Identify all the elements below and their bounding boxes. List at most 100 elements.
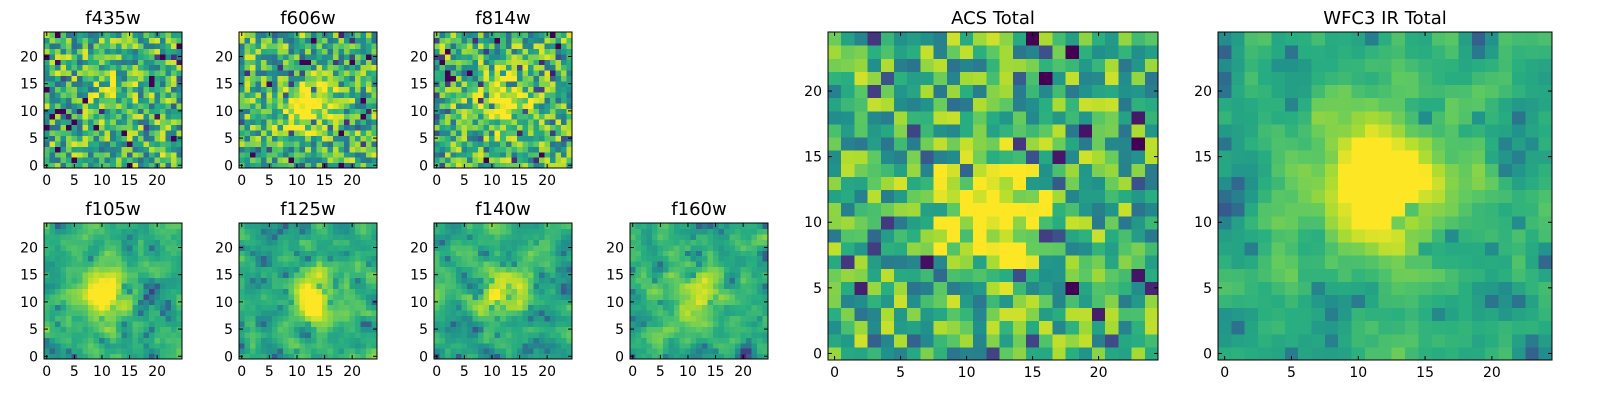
heatmap-cell <box>505 80 512 87</box>
heatmap-cell <box>126 288 133 295</box>
heatmap-cell <box>472 70 479 77</box>
heatmap-cell <box>652 266 659 273</box>
heatmap-cell <box>450 271 457 278</box>
heatmap-cell <box>555 288 562 295</box>
heatmap-cell <box>332 70 339 77</box>
heatmap-cell <box>555 342 562 349</box>
heatmap-cell <box>165 102 172 109</box>
heatmap-cell <box>332 151 339 158</box>
heatmap-cell <box>1144 294 1159 309</box>
heatmap-cell <box>294 108 301 115</box>
heatmap-cell <box>272 86 279 93</box>
heatmap-cell <box>148 48 155 55</box>
heatmap-cell <box>841 268 855 282</box>
heatmap-cell <box>121 293 128 300</box>
heatmap-cell <box>734 255 741 262</box>
heatmap-cell <box>360 32 367 39</box>
heatmap-cell <box>566 233 573 240</box>
heatmap-cell <box>338 64 345 71</box>
heatmap-cell <box>1065 215 1080 230</box>
heatmap-cell <box>867 215 882 230</box>
heatmap-cell <box>159 299 167 306</box>
heatmap-cell <box>288 293 295 300</box>
heatmap-cell <box>261 140 268 147</box>
heatmap-cell <box>143 342 150 349</box>
heatmap-cell <box>690 310 697 317</box>
heatmap-cell <box>55 48 62 55</box>
heatmap-cell <box>478 293 485 300</box>
heatmap-cell <box>165 337 172 344</box>
heatmap-cell <box>445 135 452 142</box>
heatmap-cell <box>93 250 100 257</box>
heatmap-cell <box>266 315 273 322</box>
heatmap-cell <box>165 91 172 98</box>
heatmap-cell <box>371 342 378 349</box>
heatmap-cell <box>560 271 568 278</box>
heatmap-cell <box>538 277 545 284</box>
heatmap-cell <box>690 293 697 300</box>
heatmap-cell <box>321 228 328 235</box>
heatmap-cell <box>762 348 769 355</box>
heatmap-cell <box>338 48 345 55</box>
heatmap-cell <box>707 266 714 273</box>
heatmap-cell <box>467 86 474 93</box>
heatmap-cell <box>255 304 262 311</box>
heatmap-cell <box>239 91 246 98</box>
heatmap-cell <box>544 233 551 240</box>
heatmap-cell <box>986 268 1001 282</box>
heatmap-cell <box>522 124 529 131</box>
heatmap-cell <box>1052 294 1067 309</box>
heatmap-cell <box>478 97 485 104</box>
heatmap-cell <box>494 80 501 87</box>
heatmap-cell <box>115 91 122 98</box>
heatmap-cell <box>261 32 268 39</box>
heatmap-cell <box>99 326 106 333</box>
heatmap-cell <box>305 146 312 153</box>
heatmap-cell <box>533 91 540 98</box>
heatmap-cell <box>143 37 150 44</box>
heatmap-cell <box>544 151 551 158</box>
heatmap-cell <box>332 299 339 306</box>
heatmap-cell <box>1078 215 1093 230</box>
heatmap-cell <box>343 48 350 55</box>
heatmap-cell <box>143 70 150 77</box>
heatmap-cell <box>478 342 485 349</box>
heatmap-cell <box>261 124 268 131</box>
heatmap-cell <box>99 97 106 104</box>
heatmap-cell <box>756 331 764 338</box>
heatmap-cell <box>244 80 251 87</box>
heatmap-cell <box>646 293 653 300</box>
heatmap-cell <box>641 326 648 333</box>
heatmap-cell <box>137 293 144 300</box>
heatmap-cell <box>663 250 670 257</box>
heatmap-cell <box>305 53 312 60</box>
heatmap-cell <box>1118 281 1133 295</box>
heatmap-cell <box>854 294 869 309</box>
heatmap-cell <box>239 97 246 104</box>
heatmap-cell <box>60 37 67 44</box>
heatmap-cell <box>365 310 373 317</box>
heatmap-cell <box>332 277 339 284</box>
heatmap-cell <box>1118 268 1133 282</box>
heatmap-cell <box>126 108 133 115</box>
heatmap-cell <box>511 53 518 60</box>
heatmap-cell <box>566 86 573 93</box>
heatmap-cell <box>450 250 457 257</box>
heatmap-cell <box>566 277 573 284</box>
heatmap-cell <box>1026 320 1040 335</box>
heatmap-cell <box>244 331 251 338</box>
heatmap-cell <box>690 250 697 257</box>
heatmap-cell <box>516 326 523 333</box>
heatmap-cell <box>110 86 117 93</box>
heatmap-cell <box>239 233 246 240</box>
heatmap-cell <box>121 86 128 93</box>
heatmap-cell <box>143 282 150 289</box>
heatmap-cell <box>1026 163 1040 177</box>
heatmap-cell <box>734 348 741 355</box>
heatmap-cell <box>338 113 345 120</box>
heatmap-cell <box>170 48 178 55</box>
heatmap-cell <box>327 124 334 131</box>
heatmap-cell <box>867 189 882 204</box>
y-tick-label: 5 <box>419 131 428 147</box>
heatmap-cell <box>170 151 178 158</box>
